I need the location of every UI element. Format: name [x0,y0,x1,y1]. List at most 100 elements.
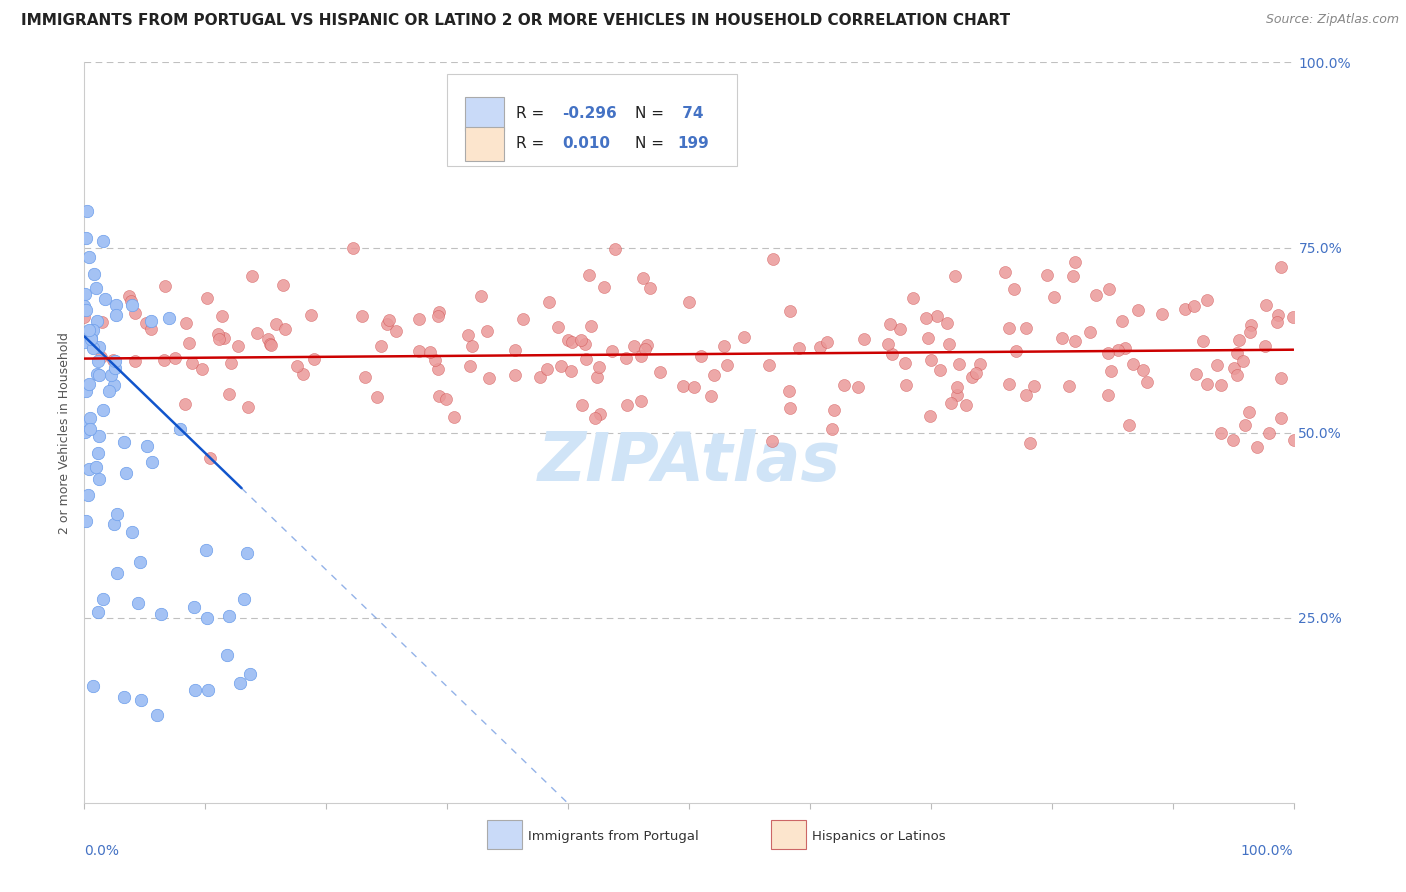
Text: N =: N = [634,106,668,121]
Point [997,377,1019,392]
Text: -0.296: -0.296 [562,106,617,121]
Point [1118,417,1140,432]
Point [1063,334,1085,349]
Point [75,514,97,528]
Point [574,337,596,351]
Point [578,268,600,283]
Point [943,269,966,284]
Point [478,370,501,384]
Point [1254,339,1277,353]
Text: Immigrants from Portugal: Immigrants from Portugal [529,830,699,843]
Point [105,298,128,312]
Point [274,322,297,336]
Point [77,376,100,391]
Point [969,358,991,372]
Point [808,340,831,354]
Point [378,312,401,326]
Point [218,387,240,401]
Point [239,666,262,681]
Point [120,293,142,308]
Point [104,360,127,375]
Point [882,347,904,361]
Point [529,370,551,384]
Point [1126,302,1149,317]
Point [352,310,374,324]
Point [569,333,592,347]
Point [1035,268,1057,282]
Point [630,349,652,363]
Point [779,401,801,416]
Point [146,707,169,722]
Point [1265,315,1288,329]
Point [623,338,645,352]
Point [150,607,173,622]
Point [1270,260,1292,274]
Point [271,278,294,293]
Point [79,332,101,346]
Point [408,311,430,326]
Point [1099,364,1122,378]
Point [91,403,114,417]
Point [593,279,616,293]
Point [385,324,408,338]
Point [586,370,609,384]
Point [342,241,364,255]
Point [139,314,162,328]
Point [458,359,481,373]
Point [1270,410,1292,425]
Point [264,317,287,331]
Point [1015,388,1038,402]
Point [917,331,939,345]
Point [583,411,606,425]
Point [547,320,569,334]
Point [208,332,231,346]
Point [846,380,869,394]
Point [1107,343,1129,357]
Point [98,384,121,398]
Point [928,363,950,377]
Point [948,357,970,371]
Point [90,351,112,365]
Point [716,359,738,373]
Point [1226,346,1249,360]
Point [832,378,855,392]
Point [87,429,110,443]
Point [80,331,103,345]
Point [477,324,499,338]
Point [79,411,101,425]
Point [648,365,671,379]
Point [112,434,135,449]
Point [787,341,810,355]
Point [1206,358,1229,372]
Point [1223,361,1246,376]
Point [689,349,711,363]
Point [778,384,800,398]
Point [1197,293,1219,307]
Point [423,352,446,367]
Point [938,337,960,351]
Point [79,422,101,436]
Point [124,353,146,368]
Point [894,378,917,392]
Point [443,409,465,424]
Point [588,359,610,374]
Point [91,315,114,329]
Point [232,591,254,606]
Point [91,234,114,248]
Point [260,338,283,352]
Point [638,281,661,295]
Point [537,295,560,310]
Point [560,364,582,378]
Point [238,401,260,415]
Point [1018,436,1040,450]
Point [1222,433,1244,447]
Point [77,461,100,475]
Text: 100.0%: 100.0% [1241,844,1294,857]
Point [429,305,451,319]
Point [820,422,842,436]
Point [195,291,218,305]
Point [1015,320,1038,334]
Point [901,291,924,305]
Point [589,407,612,421]
Point [121,298,143,312]
